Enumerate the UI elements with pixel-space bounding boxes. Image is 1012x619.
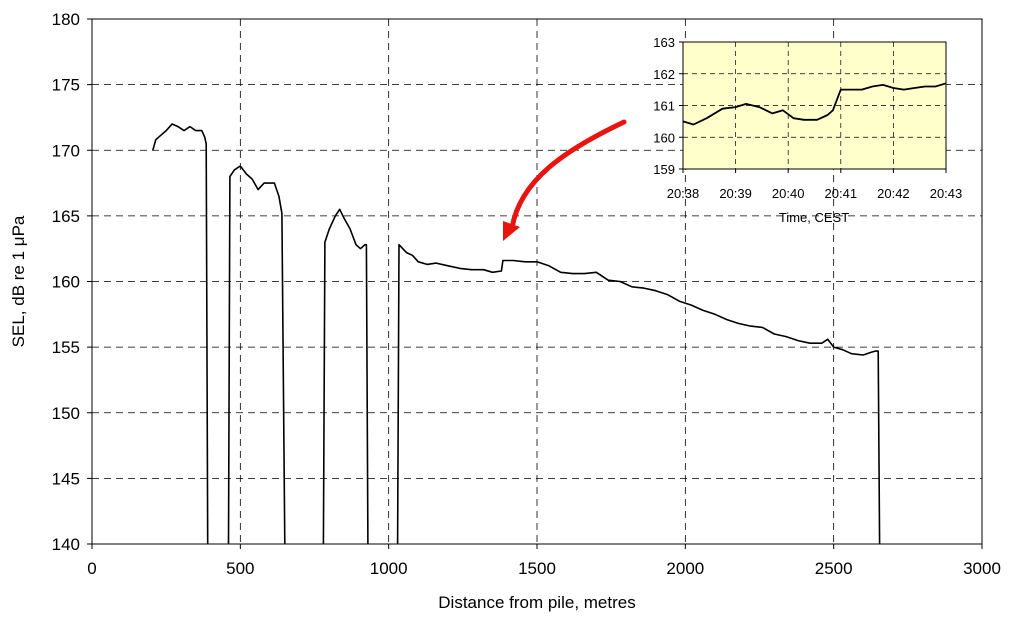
inset-x-axis-label: Time, CEST bbox=[779, 210, 849, 225]
main-series-line bbox=[396, 243, 881, 545]
main-y-tick-label: 155 bbox=[52, 338, 80, 357]
inset-series-line bbox=[682, 82, 947, 126]
inset-y-tick-label: 159 bbox=[653, 162, 675, 177]
main-series-line bbox=[227, 165, 286, 545]
main-x-tick-label: 0 bbox=[87, 559, 96, 578]
main-y-ticks: 140 145 150 155 160 165 170 175 180 bbox=[52, 10, 92, 554]
main-x-tick-label: 1000 bbox=[370, 559, 408, 578]
main-y-tick-label: 180 bbox=[52, 10, 80, 29]
inset-y-tick-label: 161 bbox=[653, 99, 675, 114]
inset-x-tick-label: 20:43 bbox=[930, 186, 963, 201]
main-x-ticks: 0 500 1000 1500 2000 2500 3000 bbox=[87, 544, 1001, 578]
inset-x-tick-label: 20:38 bbox=[667, 186, 700, 201]
main-x-tick-label: 3000 bbox=[963, 559, 1001, 578]
main-y-tick-label: 175 bbox=[52, 76, 80, 95]
inset-chart: 159 160 161 162 163 20:38 20:39 20:40 20:41 20:4… bbox=[653, 35, 962, 225]
main-y-tick-label: 165 bbox=[52, 207, 80, 226]
inset-y-tick-label: 162 bbox=[653, 67, 675, 82]
main-x-axis-label: Distance from pile, metres bbox=[438, 593, 635, 612]
main-y-tick-label: 140 bbox=[52, 535, 80, 554]
main-series-line bbox=[322, 208, 369, 545]
main-chart: 140 145 150 155 160 165 170 175 180 0 500 1000 1500… bbox=[9, 10, 1001, 612]
main-x-tick-label: 2500 bbox=[815, 559, 853, 578]
main-y-axis-label: SEL, dB re 1 μPa bbox=[9, 215, 28, 347]
annotation-arrow-shaft bbox=[509, 119, 627, 231]
inset-grid bbox=[683, 42, 946, 169]
main-x-tick-label: 1500 bbox=[518, 559, 556, 578]
main-y-tick-label: 160 bbox=[52, 273, 80, 292]
annotation-arrow bbox=[503, 119, 627, 241]
inset-y-tick-label: 163 bbox=[653, 35, 675, 50]
inset-x-tick-label: 20:40 bbox=[772, 186, 805, 201]
inset-x-tick-label: 20:42 bbox=[877, 186, 910, 201]
inset-x-ticks: 20:38 20:39 20:40 20:41 20:42 20:43 bbox=[667, 169, 963, 201]
inset-y-tick-label: 160 bbox=[653, 130, 675, 145]
main-y-tick-label: 150 bbox=[52, 404, 80, 423]
inset-x-tick-label: 20:41 bbox=[825, 186, 858, 201]
main-x-tick-label: 500 bbox=[226, 559, 254, 578]
main-series bbox=[152, 123, 881, 545]
main-x-tick-label: 2000 bbox=[666, 559, 704, 578]
main-grid bbox=[92, 19, 982, 544]
inset-x-tick-label: 20:39 bbox=[719, 186, 752, 201]
main-y-tick-label: 170 bbox=[52, 141, 80, 160]
inset-y-ticks: 159 160 161 162 163 bbox=[653, 35, 683, 177]
annotation-arrow-head bbox=[503, 221, 520, 241]
main-y-tick-label: 145 bbox=[52, 469, 80, 488]
main-series-line bbox=[152, 123, 209, 545]
inset-series bbox=[682, 82, 947, 126]
